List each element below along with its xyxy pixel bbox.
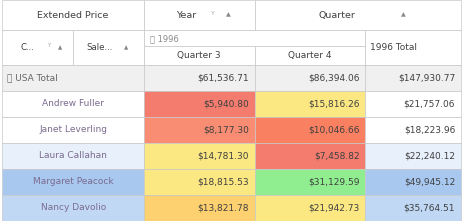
Bar [144,0,255,30]
Bar [365,30,461,65]
Text: C...: C... [20,43,34,52]
Text: $21,942.73: $21,942.73 [309,204,360,212]
Bar [365,143,461,169]
Text: Year: Year [176,11,196,20]
Text: Y: Y [211,11,214,16]
Bar [255,117,365,143]
Text: $86,394.06: $86,394.06 [308,73,360,82]
Text: $8,177.30: $8,177.30 [203,125,249,134]
Text: Quarter 3: Quarter 3 [177,51,221,60]
Text: ⧖ USA Total: ⧖ USA Total [7,73,58,82]
Bar [2,195,144,221]
Text: $31,129.59: $31,129.59 [308,177,360,187]
Text: Quarter: Quarter [319,11,356,20]
Bar [255,169,365,195]
Text: ▲: ▲ [124,45,128,50]
Text: $18,815.53: $18,815.53 [198,177,249,187]
Bar [2,0,144,30]
Text: $15,816.26: $15,816.26 [308,99,360,108]
Bar [255,91,365,117]
Text: Sale...: Sale... [87,43,113,52]
Bar [365,91,461,117]
Bar [144,91,255,117]
Bar [2,91,144,117]
Text: Laura Callahan: Laura Callahan [39,151,107,160]
Text: $10,046.66: $10,046.66 [308,125,360,134]
Text: Janet Leverling: Janet Leverling [39,125,107,134]
Text: Margaret Peacock: Margaret Peacock [33,177,113,187]
Text: $7,458.82: $7,458.82 [314,151,360,160]
Bar [144,46,255,65]
Bar [73,30,144,65]
Bar [2,169,144,195]
Bar [365,195,461,221]
Text: ⧖ 1996: ⧖ 1996 [150,34,178,43]
Text: $61,536.71: $61,536.71 [198,73,249,82]
Bar [2,65,144,91]
Bar [2,143,144,169]
Bar [365,117,461,143]
Text: ▲: ▲ [226,13,231,18]
Text: ▲: ▲ [400,13,406,18]
Bar [144,169,255,195]
Text: $22,240.12: $22,240.12 [404,151,455,160]
Text: Andrew Fuller: Andrew Fuller [42,99,104,108]
Text: Nancy Davolio: Nancy Davolio [40,204,106,212]
Bar [365,169,461,195]
Text: 1996 Total: 1996 Total [370,43,417,52]
Text: $14,781.30: $14,781.30 [198,151,249,160]
Text: $49,945.12: $49,945.12 [404,177,455,187]
Text: $147,930.77: $147,930.77 [398,73,455,82]
Bar [255,65,365,91]
Text: $5,940.80: $5,940.80 [203,99,249,108]
Bar [144,117,255,143]
Bar [365,65,461,91]
Bar [144,30,365,46]
Bar [255,0,461,30]
Text: Y: Y [47,43,50,48]
Bar [144,143,255,169]
Text: $18,223.96: $18,223.96 [404,125,455,134]
Bar [255,195,365,221]
Text: $13,821.78: $13,821.78 [198,204,249,212]
Bar [2,117,144,143]
Text: Extended Price: Extended Price [38,11,109,20]
Text: Quarter 4: Quarter 4 [288,51,332,60]
Bar [144,65,255,91]
Text: ▲: ▲ [58,45,63,50]
Bar [255,143,365,169]
Text: $35,764.51: $35,764.51 [404,204,455,212]
Text: $21,757.06: $21,757.06 [404,99,455,108]
Bar [144,195,255,221]
Bar [255,46,365,65]
Bar [2,30,73,65]
